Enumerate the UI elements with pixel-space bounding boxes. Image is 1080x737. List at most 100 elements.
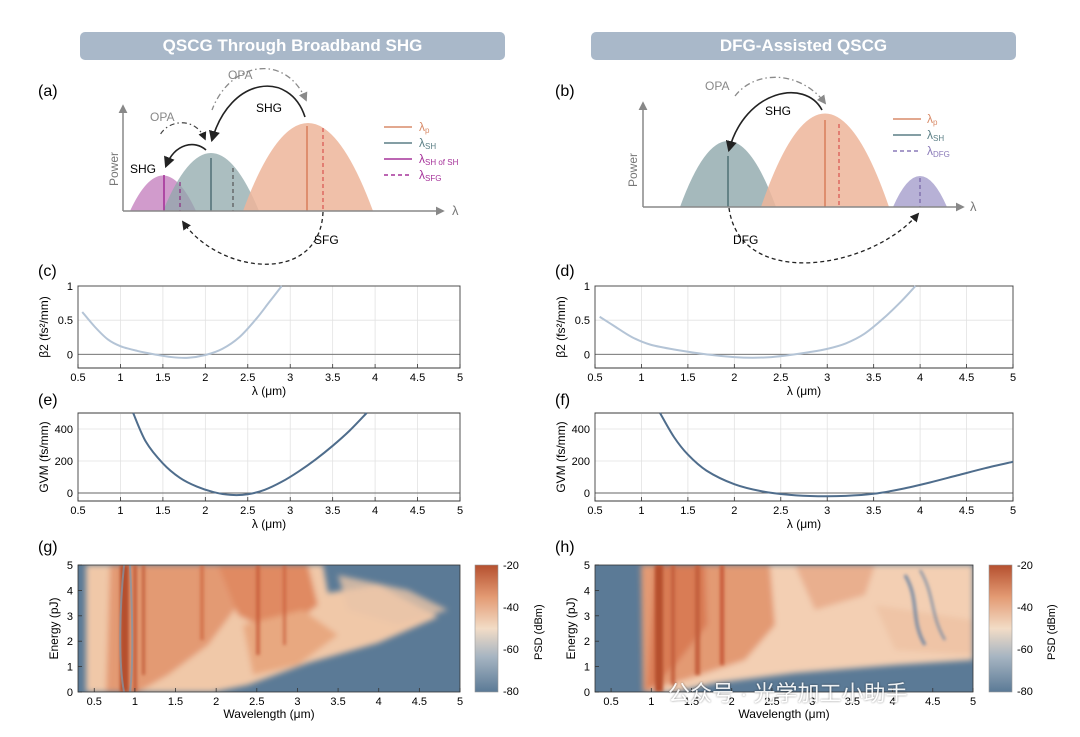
shg-label-outer: SHG xyxy=(256,101,282,115)
panel-label-f: (f) xyxy=(555,392,570,409)
opa-arrow-outer xyxy=(211,67,308,111)
panel-label-h: (h) xyxy=(555,539,575,556)
opa-arrow-b xyxy=(734,76,827,105)
panel-label-d: (d) xyxy=(555,263,575,280)
x-tick-label: 2 xyxy=(731,372,737,384)
series-line-GVM xyxy=(132,412,368,497)
y-tick-label: 0 xyxy=(67,349,73,361)
legend-a-shsh: λSH of SH xyxy=(419,152,459,167)
x-tick-label: 2.5 xyxy=(240,372,255,384)
shg-arrow-inner xyxy=(164,143,207,169)
x-tick-label: 2.5 xyxy=(773,505,788,517)
colorbar-g-tick-20: -20 xyxy=(503,560,519,572)
x-tick-label: 2.5 xyxy=(764,696,779,708)
x-axis-label: λ (μm) xyxy=(787,384,821,398)
opa-label-inner: OPA xyxy=(150,110,174,124)
colorbar-g-label: PSD (dBm) xyxy=(533,604,545,660)
legend-a-sh: λSH xyxy=(419,136,436,151)
y-tick-label: 1 xyxy=(584,662,590,674)
x-tick-label: 2 xyxy=(731,505,737,517)
schematic-b: Power λ OPA SHG DFG λp λSH λDFG xyxy=(626,76,977,264)
y-axis-label: GVM (fs/mm) xyxy=(554,421,568,492)
heatmap-g-axes: 0.5 1 1.5 2 2.5 3 3.5 4 4.5 5 0 1 2 3 4 5 Wavelength (μm… xyxy=(47,560,463,721)
schematic-a: Power λ OPA OPA SHG SHG SFG λp λSH λSH o… xyxy=(107,67,459,265)
legend-a-pump: λp xyxy=(419,120,430,135)
x-tick-label: 0.5 xyxy=(70,505,85,517)
y-tick-label: 1 xyxy=(67,281,73,293)
watermark: 公众号 · 光学加工小助手 xyxy=(668,681,908,706)
y-tick-label: 0.5 xyxy=(575,315,590,327)
x-tick-label: 0.5 xyxy=(70,372,85,384)
y-tick-label: 3 xyxy=(67,611,73,623)
colorbar-h-tick-60: -60 xyxy=(1017,644,1033,656)
x-tick-label: 4 xyxy=(890,696,896,708)
colorbar-h-tick-80: -80 xyxy=(1017,686,1033,698)
y-tick-label: 0 xyxy=(67,687,73,699)
x-tick-label: 3 xyxy=(294,696,300,708)
x-tick-label: 1.5 xyxy=(155,372,170,384)
x-tick-label: 3.5 xyxy=(866,372,881,384)
colorbar-g-tick-40: -40 xyxy=(503,602,519,614)
shg-arrow-outer xyxy=(209,85,306,143)
colorbar-g: -20 -40 -60 -80 PSD (dBm) xyxy=(474,560,545,698)
y-axis-label: β2 (fs²/mm) xyxy=(37,296,51,358)
x-tick-label: 4 xyxy=(376,696,382,708)
x-tick-label: 1 xyxy=(132,696,138,708)
x-tick-label: 4.5 xyxy=(412,696,427,708)
chart-e-gvm: 0.5 1 1.5 2 2.5 3 3.5 4 4.5 5 0 200 400 λ (μm) GVM (fs… xyxy=(37,412,463,531)
y-tick-label: 400 xyxy=(572,424,590,436)
colorbar-h-label: PSD (dBm) xyxy=(1046,604,1058,660)
y-tick-label: 0 xyxy=(584,349,590,361)
x-tick-label: 5 xyxy=(457,372,463,384)
x-tick-label: 1 xyxy=(117,372,123,384)
x-tick-label: 4 xyxy=(372,372,378,384)
x-tick-label: 1.5 xyxy=(680,505,695,517)
plot-area xyxy=(77,412,461,502)
x-tick-label: 3 xyxy=(287,505,293,517)
shg-label-inner: SHG xyxy=(130,162,156,176)
x-tick-label: 0.5 xyxy=(603,696,618,708)
x-tick-label: 4.5 xyxy=(959,372,974,384)
y-axis-label: Energy (pJ) xyxy=(47,597,61,659)
panel-label-b: (b) xyxy=(555,83,575,100)
left-column-title: QSCG Through Broadband SHG xyxy=(80,32,505,60)
right-column-title: DFG-Assisted QSCG xyxy=(591,32,1016,60)
y-tick-label: 200 xyxy=(572,456,590,468)
x-tick-label: 4.5 xyxy=(410,505,425,517)
y-tick-label: 0 xyxy=(67,488,73,500)
lambda-axis-label-b: λ xyxy=(970,199,977,214)
x-tick-label: 1.5 xyxy=(155,505,170,517)
x-tick-label: 4.5 xyxy=(959,505,974,517)
heatmap-h-axes: 0.5 1 1.5 2 2.5 3 3.5 4 4.5 5 0 1 2 3 4 5 Wavelength (μm… xyxy=(564,560,976,721)
plot-area xyxy=(77,285,461,369)
x-tick-label: 1.5 xyxy=(684,696,699,708)
legend-b-dfg: λDFG xyxy=(927,144,950,159)
plot-frame xyxy=(594,412,1014,502)
plot-frame xyxy=(594,564,974,693)
y-tick-label: 0 xyxy=(584,488,590,500)
heatmap-g xyxy=(78,565,460,692)
colorbar-h-tick-40: -40 xyxy=(1017,602,1033,614)
x-tick-label: 2 xyxy=(202,505,208,517)
opa-label-b: OPA xyxy=(705,79,729,93)
y-tick-label: 2 xyxy=(67,636,73,648)
x-tick-label: 3 xyxy=(809,696,815,708)
sfg-arrow xyxy=(181,211,324,265)
legend-b-pump: λp xyxy=(927,112,938,127)
x-tick-label: 1.5 xyxy=(168,696,183,708)
sfg-label: SFG xyxy=(314,233,339,247)
y-tick-label: 0 xyxy=(584,687,590,699)
y-tick-label: 3 xyxy=(584,611,590,623)
pump-spectrum xyxy=(243,123,373,211)
plot-frame xyxy=(77,564,461,693)
x-axis-label: Wavelength (μm) xyxy=(738,707,829,721)
x-tick-label: 4.5 xyxy=(410,372,425,384)
dfg-spectrum-b xyxy=(893,176,947,207)
colorbar-h: -20 -40 -60 -80 PSD (dBm) xyxy=(988,560,1058,698)
x-tick-label: 1 xyxy=(648,696,654,708)
panel-label-g: (g) xyxy=(38,539,58,556)
colorbar-g-tick-60: -60 xyxy=(503,644,519,656)
lambda-axis-label: λ xyxy=(452,203,459,218)
y-tick-label: 200 xyxy=(55,456,73,468)
plot-area xyxy=(594,285,1014,369)
